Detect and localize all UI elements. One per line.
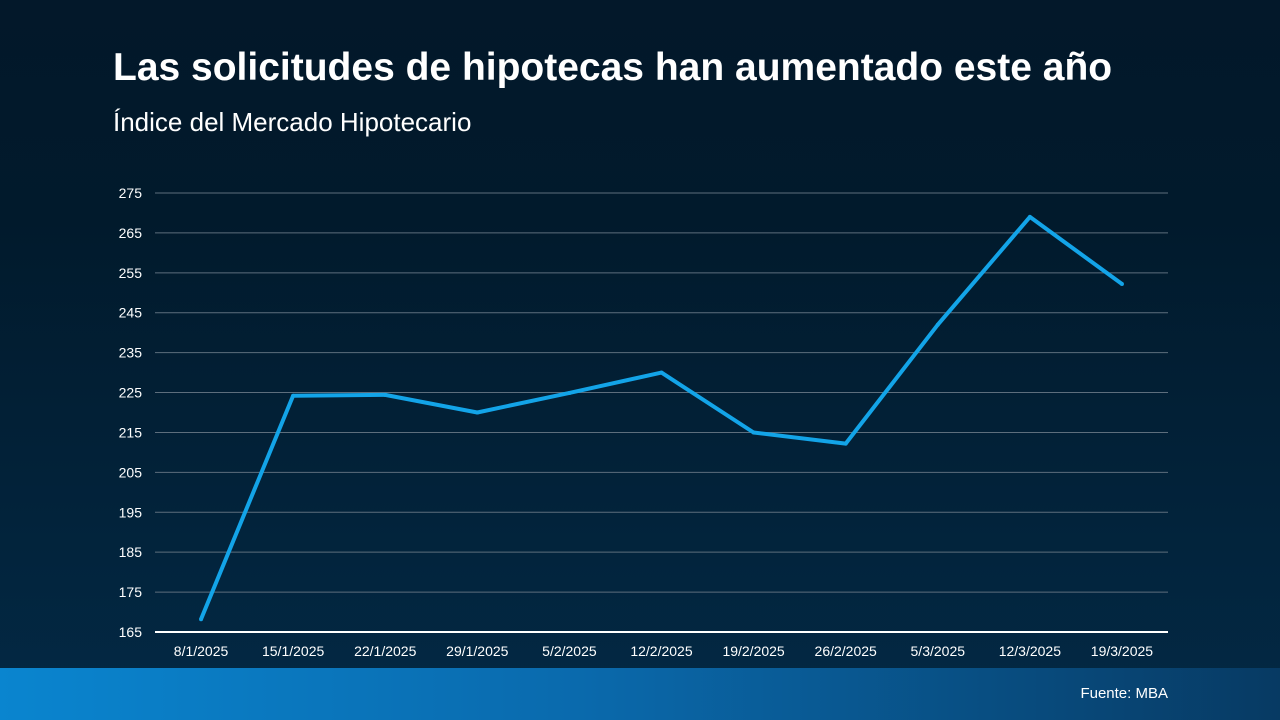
data-point [475, 410, 480, 415]
y-tick-label-165: 165 [119, 624, 143, 640]
y-tick-label-215: 215 [119, 424, 143, 440]
y-tick-label-255: 255 [119, 265, 143, 281]
series-layer [199, 214, 1124, 622]
data-point [383, 392, 388, 397]
y-tick-label-275: 275 [119, 185, 143, 201]
x-tick-label: 8/1/2025 [174, 643, 229, 659]
data-point [751, 430, 756, 435]
data-point [567, 390, 572, 395]
footer-bar: Fuente: MBA [0, 668, 1280, 720]
x-tick-label: 19/2/2025 [722, 643, 784, 659]
x-tick-label: 26/2/2025 [815, 643, 877, 659]
line-chart: 165 175 185 195 205 215 225 235 245 255 265 275 8/1… [119, 185, 1168, 659]
x-tick-label: 12/2/2025 [630, 643, 692, 659]
y-tick-label-265: 265 [119, 225, 143, 241]
x-tick-label: 5/3/2025 [911, 643, 966, 659]
y-tick-label-185: 185 [119, 544, 143, 560]
x-tick-label: 19/3/2025 [1091, 643, 1153, 659]
x-tick-label: 15/1/2025 [262, 643, 324, 659]
data-point [659, 370, 664, 375]
data-point [291, 393, 296, 398]
source-note: Fuente: MBA [1080, 685, 1168, 702]
data-point [935, 322, 940, 327]
y-tick-label-175: 175 [119, 584, 143, 600]
data-point [199, 617, 204, 622]
series-line [199, 214, 1124, 620]
x-axis-ticks: 8/1/2025 15/1/2025 22/1/2025 29/1/2025 5/2/2… [174, 643, 1154, 659]
chart-title: Las solicitudes de hipotecas han aumenta… [113, 46, 1113, 89]
y-tick-label-245: 245 [119, 305, 143, 321]
chart-subtitle: Índice del Mercado Hipotecario [113, 107, 472, 137]
x-tick-label: 22/1/2025 [354, 643, 416, 659]
y-tick-label-205: 205 [119, 464, 143, 480]
x-tick-label: 12/3/2025 [999, 643, 1061, 659]
x-tick-label: 29/1/2025 [446, 643, 508, 659]
y-tick-label-225: 225 [119, 385, 143, 401]
data-point [843, 441, 848, 446]
data-point [1119, 281, 1124, 286]
y-tick-label-235: 235 [119, 345, 143, 361]
y-tick-label-195: 195 [119, 504, 143, 520]
y-axis-ticks: 165 175 185 195 205 215 225 235 245 255 265 275 [119, 185, 143, 640]
data-point [1027, 214, 1032, 219]
x-tick-label: 5/2/2025 [542, 643, 597, 659]
gridlines [155, 192, 1168, 593]
